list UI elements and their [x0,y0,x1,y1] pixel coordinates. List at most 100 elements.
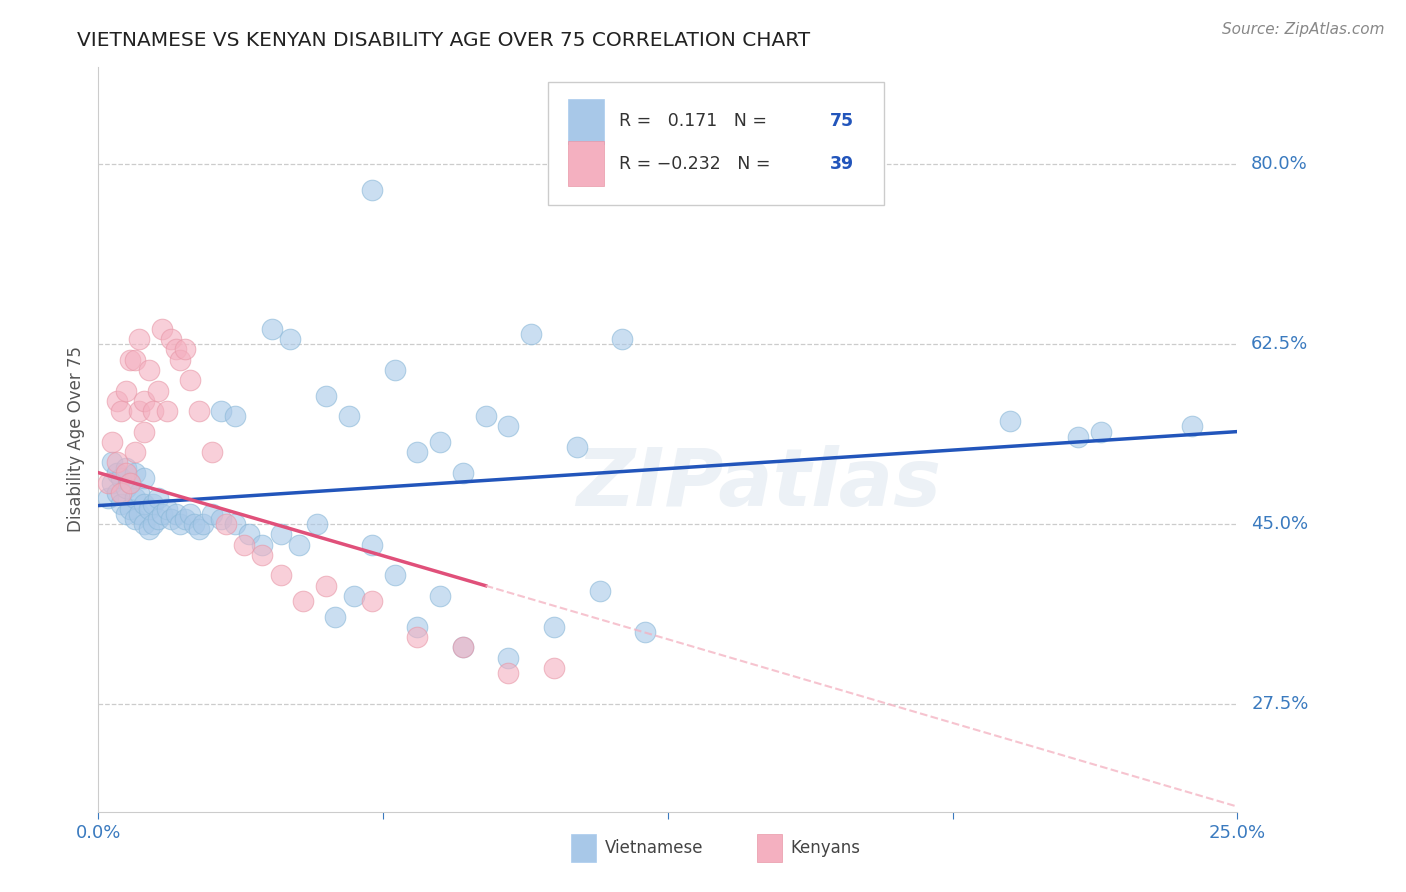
Point [124,352,146,367]
Point [132,496,155,510]
Point [270,568,292,582]
Point [565,440,588,454]
Text: ZIPatlas: ZIPatlas [576,445,942,523]
Point [142,404,165,418]
Point [114,507,136,521]
Point [132,471,155,485]
Y-axis label: Disability Age Over 75: Disability Age Over 75 [67,346,86,533]
Point [114,481,136,495]
Point [142,517,165,532]
Point [132,517,155,532]
Text: R =   0.171   N =: R = 0.171 N = [619,112,772,130]
Point [278,332,301,346]
Point [101,434,124,449]
Point [406,630,429,644]
Text: VIETNAMESE VS KENYAN DISABILITY AGE OVER 75 CORRELATION CHART: VIETNAMESE VS KENYAN DISABILITY AGE OVER… [77,31,810,50]
Point [451,466,474,480]
Point [288,538,311,552]
Point [138,363,160,377]
Point [96,475,118,490]
Point [360,538,382,552]
Point [124,491,146,506]
Text: 80.0%: 80.0% [1251,155,1308,174]
Point [179,507,201,521]
Point [292,594,315,608]
Point [146,491,169,506]
Point [165,507,187,521]
Point [110,486,132,500]
Point [201,507,224,521]
Point [165,343,187,357]
Point [174,512,197,526]
Point [233,538,256,552]
Point [1067,430,1090,444]
Point [520,326,543,341]
FancyBboxPatch shape [756,834,782,863]
Point [120,352,142,367]
Point [128,404,150,418]
Point [114,384,136,398]
Point [307,517,329,532]
Point [105,393,128,408]
Text: Source: ZipAtlas.com: Source: ZipAtlas.com [1222,22,1385,37]
Point [209,512,232,526]
Point [138,522,160,536]
Point [193,517,215,532]
Point [498,666,520,681]
Point [360,183,382,197]
Point [337,409,360,424]
Point [498,650,520,665]
Point [146,512,169,526]
Point [169,352,191,367]
Point [543,620,565,634]
Point [114,466,136,480]
Point [342,589,364,603]
Point [160,332,183,346]
Point [142,496,165,510]
Point [634,624,657,639]
Point [174,343,197,357]
Point [128,332,150,346]
Point [120,475,142,490]
Point [315,389,337,403]
Point [260,322,283,336]
Point [209,404,232,418]
Point [124,445,146,459]
Point [101,475,124,490]
Text: 62.5%: 62.5% [1251,335,1309,353]
Point [429,589,451,603]
Point [498,419,520,434]
Point [160,512,183,526]
Text: R = −0.232   N =: R = −0.232 N = [619,154,776,173]
FancyBboxPatch shape [548,82,884,204]
Point [105,466,128,480]
Point [156,404,179,418]
Text: Vietnamese: Vietnamese [605,839,704,857]
Point [384,363,406,377]
Point [120,475,142,490]
Point [124,512,146,526]
Point [183,517,205,532]
Point [146,384,169,398]
Point [543,661,565,675]
Point [169,517,191,532]
Point [187,522,209,536]
Point [1181,419,1204,434]
Point [150,322,173,336]
Point [128,507,150,521]
Point [110,404,132,418]
Point [110,471,132,485]
FancyBboxPatch shape [568,142,605,186]
Point [1090,425,1112,439]
Point [105,486,128,500]
Point [124,466,146,480]
Point [132,393,155,408]
FancyBboxPatch shape [571,834,596,863]
Point [588,583,610,598]
Point [224,409,246,424]
Point [156,501,179,516]
Point [187,404,209,418]
Point [270,527,292,541]
Point [215,517,238,532]
Text: 27.5%: 27.5% [1251,695,1309,713]
